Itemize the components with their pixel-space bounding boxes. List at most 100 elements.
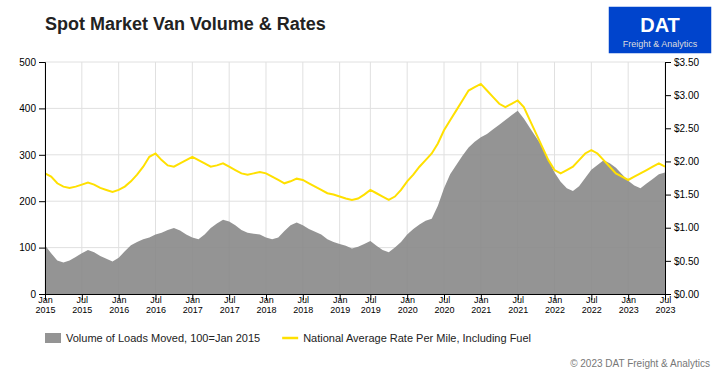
annotation: © 2023 DAT Freight & Analytics: [570, 358, 710, 369]
tick-label-line: Jan: [400, 295, 415, 305]
line: [45, 84, 665, 200]
tick-mark: [665, 62, 671, 63]
tick-label-line: Jan: [38, 295, 53, 305]
tick-mark: [39, 201, 45, 202]
tick-label-line: Jul: [512, 295, 524, 305]
tick-label-line: 2016: [109, 305, 129, 315]
tick: $2.00: [665, 156, 699, 167]
annotation: Freight & Analytics: [623, 39, 698, 49]
tick: 100: [19, 242, 45, 253]
tick: $2.50: [665, 123, 699, 134]
tick-label: Jul2020: [434, 295, 454, 315]
tick-label-line: Jul: [365, 295, 377, 305]
tick-label: Jan2021: [471, 295, 491, 315]
tick-label: $3.50: [674, 57, 699, 68]
tick-label-line: Jan: [112, 295, 127, 305]
axis-line: [46, 295, 666, 301]
tick: Jul2017: [220, 294, 240, 315]
tick-label: 500: [19, 57, 36, 68]
tick-mark: [665, 95, 671, 96]
tick: Jan2023: [619, 294, 639, 315]
tick-label: 300: [19, 150, 36, 161]
tick-mark: [39, 248, 45, 249]
tick-mark: [39, 62, 45, 63]
tick-label-line: 2019: [361, 305, 381, 315]
y-axis: 0100200300400500: [19, 57, 45, 300]
tick-label: Jul2018: [293, 295, 313, 315]
tick-label-line: Jul: [150, 295, 162, 305]
tick: Jul2023: [655, 294, 675, 315]
annotation: DAT: [640, 14, 680, 36]
tick-label-line: 2015: [72, 305, 92, 315]
tick: Jul2018: [293, 294, 313, 315]
tick-label-line: 2019: [330, 305, 350, 315]
tick-mark: [665, 195, 671, 196]
legend-item: National Average Rate Per Mile, Includin…: [282, 332, 531, 344]
tick-label: Jul2017: [220, 295, 240, 315]
tick: Jan2016: [109, 294, 129, 315]
tick-label: Jan2019: [330, 295, 350, 315]
marks: [45, 84, 665, 294]
tick-label-line: Jul: [660, 295, 672, 305]
tick-mark: [39, 155, 45, 156]
tick-label: Jul2016: [146, 295, 166, 315]
tick-label-line: 2017: [183, 305, 203, 315]
axis-line: [39, 63, 46, 295]
grid-line: [45, 108, 665, 109]
tick-label: $0.50: [674, 256, 699, 267]
tick-label: Jul2019: [361, 295, 381, 315]
legend-swatch: [282, 337, 298, 340]
tick-mark: [665, 128, 671, 129]
tick-label: Jul2021: [508, 295, 528, 315]
chart: 0100200300400500$0.00$0.50$1.00$1.50$2.0…: [0, 0, 720, 376]
grid-line: [45, 154, 665, 155]
tick: Jul2022: [582, 294, 602, 315]
tick-label: $0.00: [674, 289, 699, 300]
tick: $3.00: [665, 90, 699, 101]
tick: Jul2021: [508, 294, 528, 315]
tick-label-line: 2023: [655, 305, 675, 315]
logo-box: [608, 6, 712, 54]
tick: Jan2019: [330, 294, 350, 315]
tick-label: Jan2016: [109, 295, 129, 315]
title: Spot Market Van Volume & Rates: [45, 14, 326, 34]
legend-label: Volume of Loads Moved, 100=Jan 2015: [66, 332, 260, 344]
tick: Jan2020: [398, 294, 418, 315]
tick-label: Jan2017: [183, 295, 203, 315]
legend: Volume of Loads Moved, 100=Jan 2015 Natio…: [45, 332, 531, 344]
tick-label-line: Jan: [474, 295, 489, 305]
tick-label-line: Jan: [186, 295, 201, 305]
tick: $0.50: [665, 256, 699, 267]
tick-label: $2.00: [674, 156, 699, 167]
tick-label-line: Jan: [333, 295, 348, 305]
tick-label-line: Jul: [586, 295, 598, 305]
tick: Jul2019: [361, 294, 381, 315]
tick-label-line: 2022: [582, 305, 602, 315]
tick: Jul2020: [434, 294, 454, 315]
tick-label-line: Jan: [621, 295, 636, 305]
tick-label: Jan2023: [619, 295, 639, 315]
tick: Jan2021: [471, 294, 491, 315]
tick: 200: [19, 196, 45, 207]
tick-label-line: Jan: [259, 295, 274, 305]
tick: Jan2018: [256, 294, 276, 315]
tick: Jan2022: [545, 294, 565, 315]
tick-label: 100: [19, 242, 36, 253]
tick-label-line: Jan: [548, 295, 563, 305]
tick: $3.50: [665, 57, 699, 68]
tick: 500: [19, 57, 45, 68]
legend-item: Volume of Loads Moved, 100=Jan 2015: [45, 332, 260, 344]
tick: $1.50: [665, 189, 699, 200]
tick-label: Jul2023: [655, 295, 675, 315]
tick-mark: [665, 261, 671, 262]
tick-label: Jul2015: [72, 295, 92, 315]
tick: 300: [19, 150, 45, 161]
tick-label: Jul2022: [582, 295, 602, 315]
tick-label: $1.50: [674, 189, 699, 200]
tick-label-line: 2018: [293, 305, 313, 315]
tick-label: Jan2020: [398, 295, 418, 315]
tick-label: $3.00: [674, 90, 699, 101]
tick-label-line: Jul: [298, 295, 310, 305]
tick: Jul2016: [146, 294, 166, 315]
tick-label: Jan2015: [35, 295, 55, 315]
